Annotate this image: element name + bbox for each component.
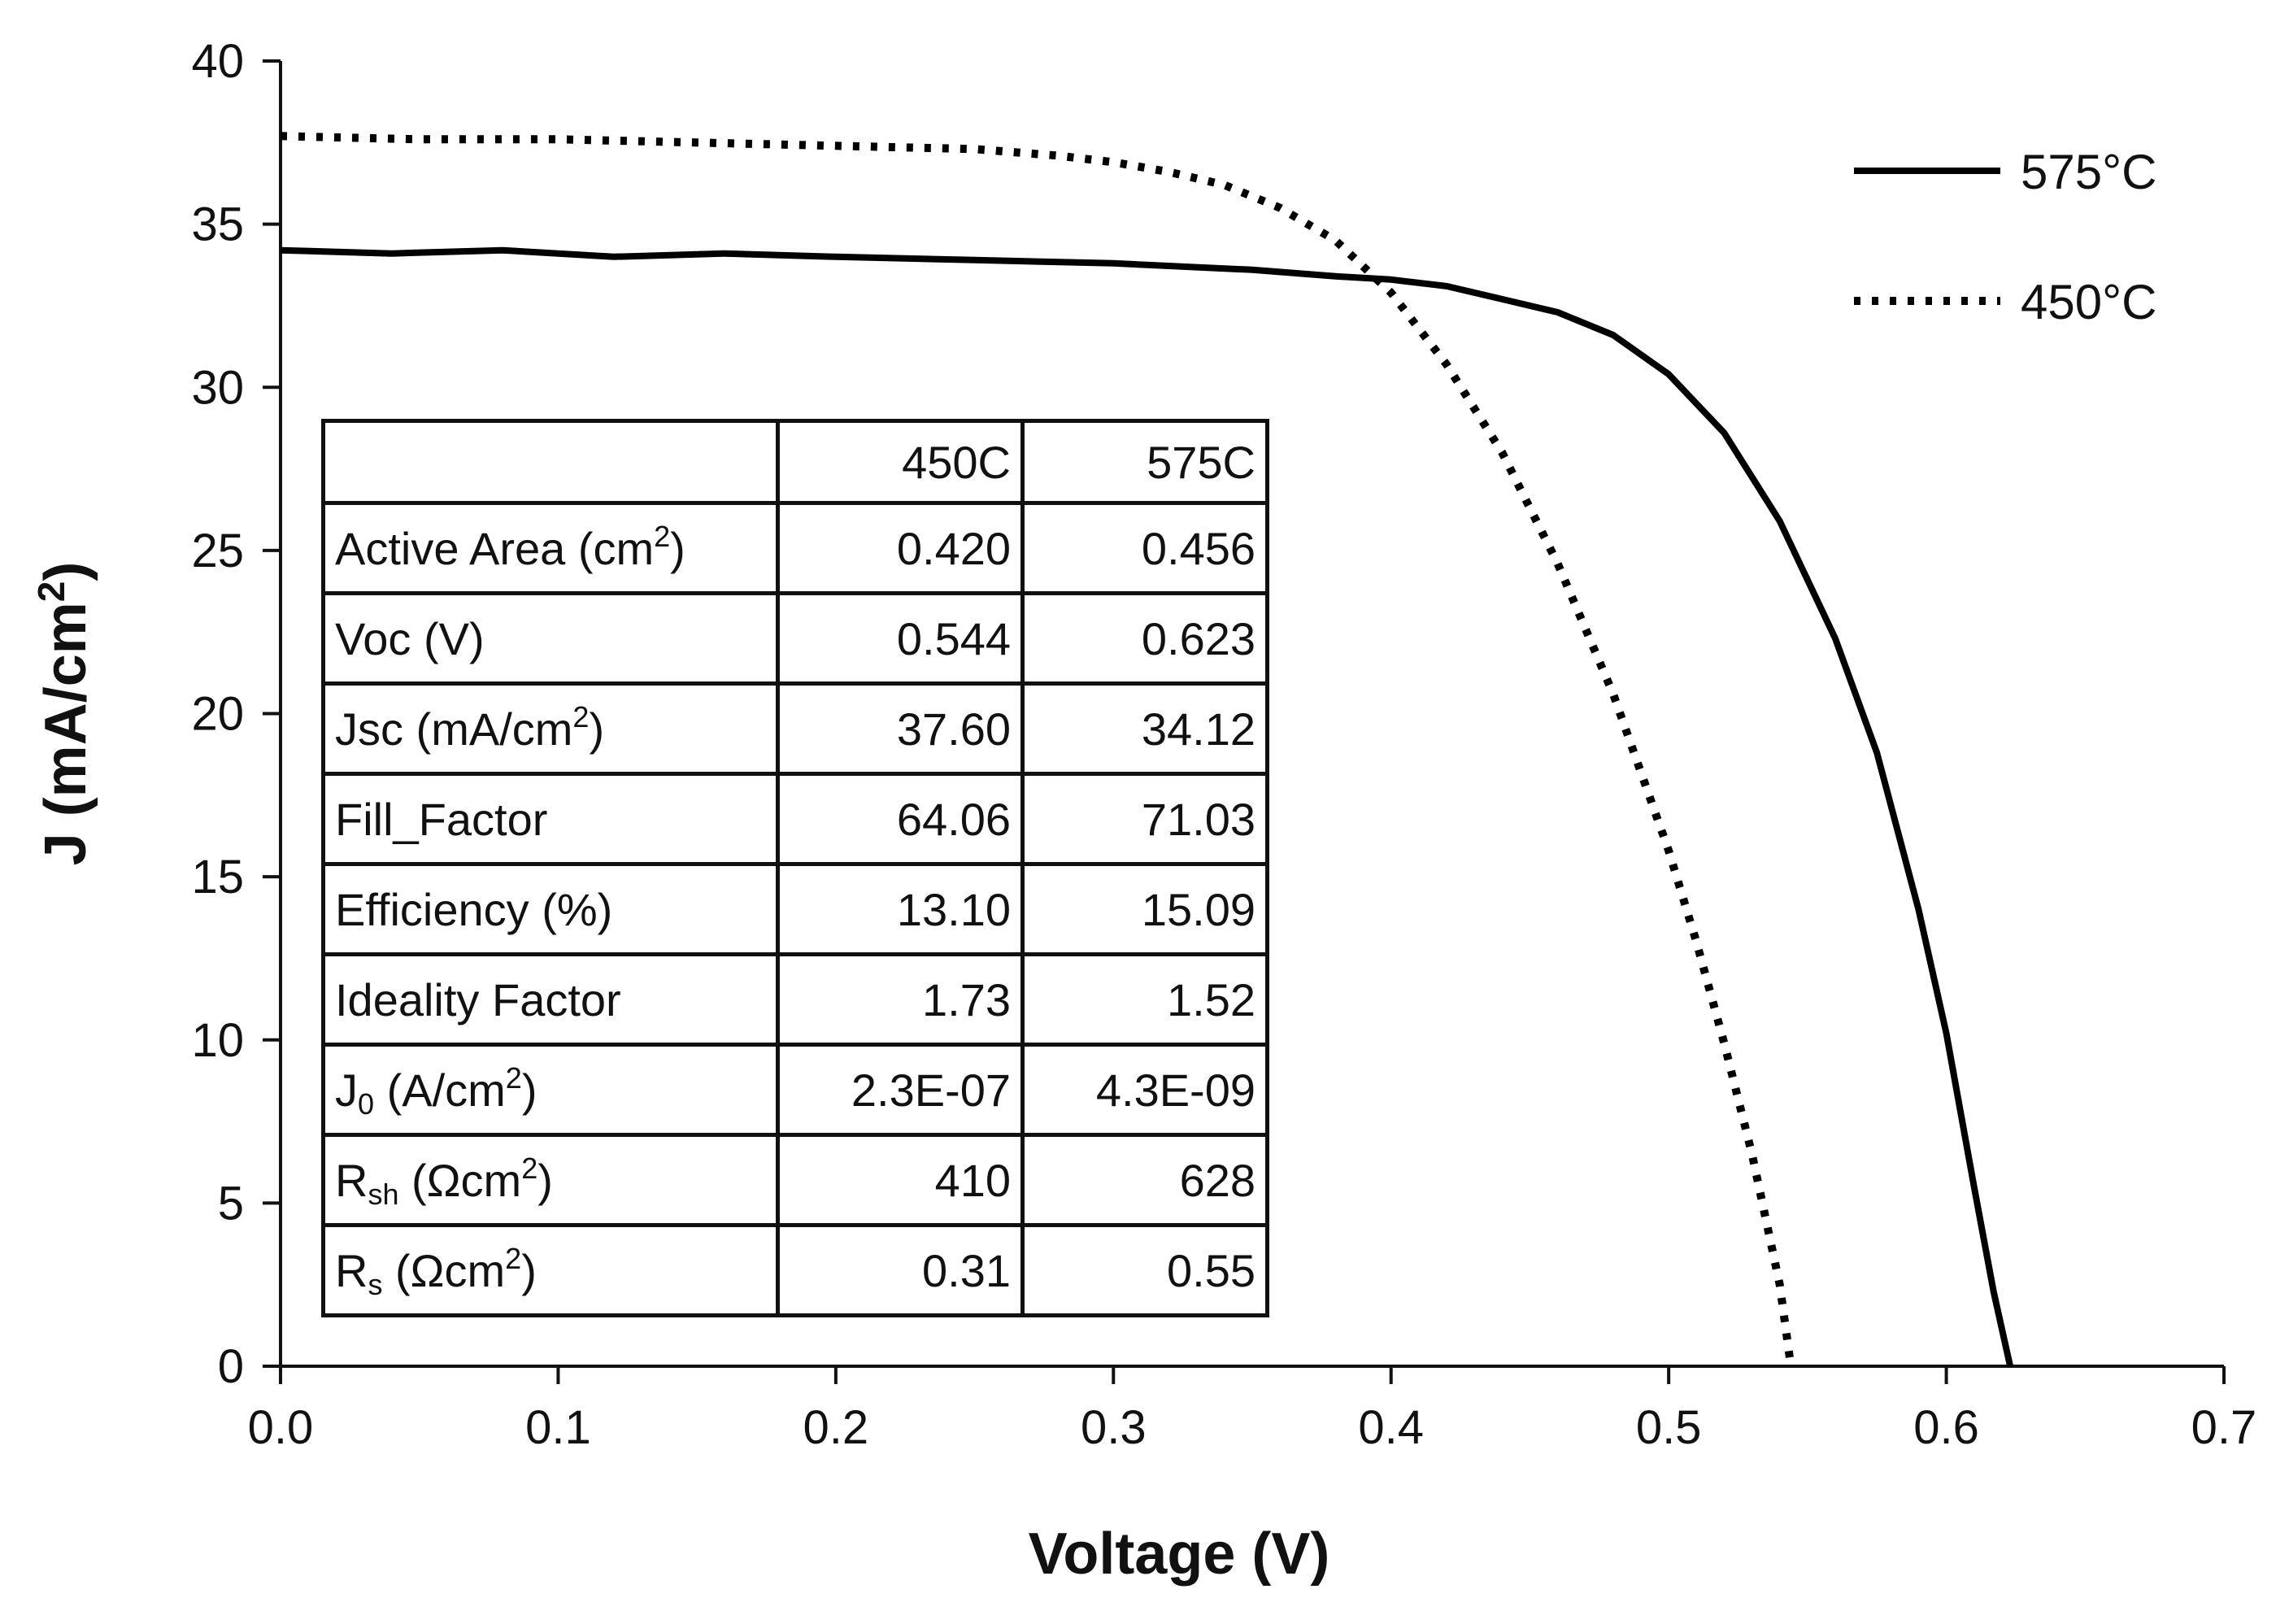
row-label-label: R xyxy=(335,1154,368,1206)
table-row: Fill_Factor 64.06 71.03 xyxy=(321,772,1269,866)
value-v575: 1.52 xyxy=(1020,952,1269,1047)
row-label: Fill_Factor xyxy=(321,772,780,866)
row-label: Voc (V) xyxy=(321,591,780,686)
y-tick-label: 25 xyxy=(191,525,244,577)
row-label: Jsc (mA/cm2) xyxy=(321,681,780,776)
parameters-table: 450C 575C Active Area (cm2) 0.420 0.456 Voc (… xyxy=(321,419,1269,1317)
value-v575: 0.55 xyxy=(1020,1223,1269,1317)
y-tick-label: 40 xyxy=(191,35,244,88)
row-label-after: ) xyxy=(521,1244,537,1296)
table-row: J0 (A/cm2) 2.3E-07 4.3E-09 xyxy=(321,1043,1269,1137)
row-label-label: Efficiency (%) xyxy=(335,883,613,935)
row-label-label: Ideality Factor xyxy=(335,973,621,1025)
value-v575: 4.3E-09 xyxy=(1020,1043,1269,1137)
value-v575: 0.623 xyxy=(1020,591,1269,686)
row-label-label: J xyxy=(335,1064,358,1116)
x-tick-label: 0.1 xyxy=(525,1401,591,1454)
row-label-label: Jsc (mA/cm xyxy=(335,703,573,755)
value-v575: 71.03 xyxy=(1020,772,1269,866)
row-label-label2: (Ωcm xyxy=(382,1244,506,1296)
value-v450: 64.06 xyxy=(776,772,1025,866)
row-label: Ideality Factor xyxy=(321,952,780,1047)
y-tick-label: 0 xyxy=(218,1340,244,1393)
y-tick-label: 5 xyxy=(218,1177,244,1230)
value-v450: 37.60 xyxy=(776,681,1025,776)
row-label-after: ) xyxy=(521,1064,537,1116)
y-tick-label: 10 xyxy=(191,1014,244,1067)
row-label: J0 (A/cm2) xyxy=(321,1043,780,1137)
row-label-label: R xyxy=(335,1244,368,1296)
row-label: Rsh (Ωcm2) xyxy=(321,1133,780,1227)
row-label-label2: (A/cm xyxy=(374,1064,506,1116)
table-row: Efficiency (%) 13.10 15.09 xyxy=(321,862,1269,956)
series-575c-line xyxy=(280,246,2014,1367)
row-label-label: Active Area (cm xyxy=(335,522,655,574)
x-axis-title: Voltage (V) xyxy=(1029,1522,1330,1587)
row-label-sup: 2 xyxy=(521,1151,538,1185)
row-label-label: Voc (V) xyxy=(335,612,485,664)
table-header-cell: 575C xyxy=(1020,419,1269,505)
y-tick-label: 30 xyxy=(191,361,244,414)
row-label: Efficiency (%) xyxy=(321,862,780,956)
y-axis-title: J (mA/cm2) xyxy=(30,562,98,866)
y-tick-label: 20 xyxy=(191,688,244,741)
legend-label: 450°C xyxy=(2021,275,2156,329)
row-label-sup: 2 xyxy=(505,1060,522,1095)
value-v450: 0.31 xyxy=(776,1223,1025,1317)
value-v575: 0.456 xyxy=(1020,501,1269,595)
row-label-after: ) xyxy=(537,1154,553,1206)
value-v450: 410 xyxy=(776,1133,1025,1227)
value-v450: 0.420 xyxy=(776,501,1025,595)
value-v575: 628 xyxy=(1020,1133,1269,1227)
table-header-cell xyxy=(321,419,780,505)
table-header-row: 450C 575C xyxy=(321,419,1269,505)
row-label-after: ) xyxy=(589,703,605,755)
row-label-sup: 2 xyxy=(654,519,671,553)
x-tick-label: 0.0 xyxy=(248,1401,314,1454)
x-tick-label: 0.4 xyxy=(1358,1401,1424,1454)
table-row: Rsh (Ωcm2) 410 628 xyxy=(321,1133,1269,1227)
row-label-sup: 2 xyxy=(505,1241,522,1275)
value-v575: 34.12 xyxy=(1020,681,1269,776)
y-tick-label: 35 xyxy=(191,198,244,251)
x-tick-label: 0.3 xyxy=(1081,1401,1147,1454)
row-label-after: ) xyxy=(670,522,685,574)
row-label-label2: (Ωcm xyxy=(398,1154,522,1206)
row-label-sup: 2 xyxy=(572,699,590,734)
value-v450: 2.3E-07 xyxy=(776,1043,1025,1137)
x-tick-label: 0.7 xyxy=(2191,1401,2257,1454)
table-row: Rs (Ωcm2) 0.31 0.55 xyxy=(321,1223,1269,1317)
x-tick-label: 0.6 xyxy=(1913,1401,1979,1454)
x-tick-label: 0.5 xyxy=(1636,1401,1702,1454)
y-tick-label: 15 xyxy=(191,851,244,903)
row-label: Active Area (cm2) xyxy=(321,501,780,595)
row-label-sub: 0 xyxy=(358,1086,375,1121)
row-label-sub: sh xyxy=(368,1177,399,1211)
row-label: Rs (Ωcm2) xyxy=(321,1223,780,1317)
table-row: Ideality Factor 1.73 1.52 xyxy=(321,952,1269,1047)
table-header-cell: 450C xyxy=(776,419,1025,505)
value-v450: 1.73 xyxy=(776,952,1025,1047)
x-tick-label: 0.2 xyxy=(803,1401,869,1454)
table-row: Voc (V) 0.544 0.623 xyxy=(321,591,1269,686)
value-v450: 13.10 xyxy=(776,862,1025,956)
value-v575: 15.09 xyxy=(1020,862,1269,956)
legend-label: 575°C xyxy=(2021,145,2156,199)
row-label-label: Fill_Factor xyxy=(335,793,548,845)
table-row: Active Area (cm2) 0.420 0.456 xyxy=(321,501,1269,595)
row-label-sub: s xyxy=(368,1267,383,1301)
table-row: Jsc (mA/cm2) 37.60 34.12 xyxy=(321,681,1269,776)
value-v450: 0.544 xyxy=(776,591,1025,686)
